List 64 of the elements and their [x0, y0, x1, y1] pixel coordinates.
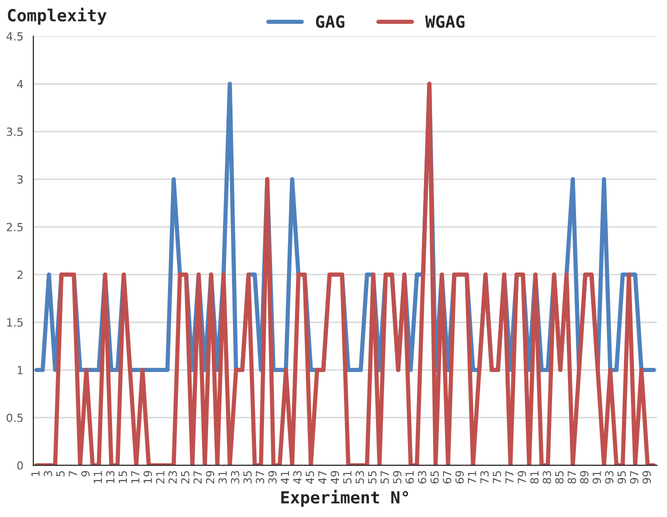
- y-tick-label: 1: [18, 366, 23, 374]
- x-tick-label: 69: [455, 470, 464, 484]
- y-tick-label: 1.5: [7, 318, 23, 327]
- x-tick-label: 87: [568, 471, 576, 484]
- x-tick-label: 89: [580, 470, 588, 484]
- x-tick-label: 91: [592, 471, 601, 484]
- x-tick-label: 99: [642, 470, 651, 484]
- x-tick-label: 7: [68, 471, 77, 476]
- y-tick-label: 2: [17, 270, 23, 279]
- x-tick-label: 19: [144, 470, 152, 484]
- y-tick-label: 0: [17, 461, 23, 470]
- x-tick-label: 27: [193, 471, 202, 484]
- y-tick-label: 0.5: [6, 414, 23, 422]
- x-tick-label: 55: [368, 471, 376, 484]
- y-tick-label: 4: [17, 80, 24, 88]
- x-tick-label: 33: [230, 471, 240, 484]
- x-tick-label: 65: [430, 471, 439, 484]
- x-tick-label: 39: [268, 470, 277, 484]
- y-tick-label: 4.5: [6, 32, 23, 41]
- x-tick-label: 73: [480, 471, 489, 484]
- x-tick-label: 3: [44, 471, 52, 476]
- x-tick-label: 93: [605, 471, 614, 484]
- x-tick-label: 25: [180, 471, 190, 484]
- x-tick-label: 83: [542, 471, 552, 484]
- x-tick-label: 71: [468, 471, 476, 484]
- x-tick-label: 17: [131, 471, 140, 484]
- y-tick-label: 2.5: [6, 222, 23, 232]
- x-tick-label: 75: [492, 471, 502, 484]
- x-tick-label: 45: [306, 471, 314, 484]
- x-tick-label: 67: [442, 471, 452, 484]
- x-tick-label: 5: [56, 471, 65, 476]
- x-tick-label: 13: [106, 471, 115, 484]
- x-tick-label: 37: [256, 471, 264, 484]
- x-axis-title: Experiment N°: [281, 490, 408, 507]
- x-tick-label: 21: [156, 471, 164, 484]
- x-tick-label: 35: [243, 471, 252, 484]
- x-tick-label: 31: [218, 471, 227, 484]
- x-tick-label: 15: [118, 471, 127, 484]
- y-tick-label: 3.5: [6, 128, 23, 136]
- x-tick-label: 81: [530, 471, 539, 484]
- legend-label: WGAG: [425, 15, 464, 28]
- chart-title: Complexity: [8, 8, 107, 25]
- y-tick-label: 3: [17, 175, 23, 184]
- x-tick-label: 51: [343, 471, 352, 484]
- x-tick-label: 63: [418, 471, 426, 484]
- x-tick-label: 11: [94, 471, 102, 484]
- x-tick-label: 59: [393, 470, 402, 484]
- x-tick-label: 53: [356, 471, 364, 484]
- x-tick-label: 61: [405, 471, 414, 484]
- legend-label: GAG: [316, 15, 344, 28]
- x-tick-label: 77: [505, 471, 514, 484]
- x-tick-label: 23: [168, 471, 177, 484]
- x-tick-label: 97: [630, 471, 638, 484]
- x-tick-label: 47: [318, 471, 326, 484]
- x-tick-label: 1: [31, 471, 40, 476]
- x-tick-label: 43: [293, 471, 302, 484]
- x-tick-label: 9: [81, 470, 90, 477]
- x-tick-label: 95: [618, 471, 626, 484]
- x-tick-label: 41: [280, 471, 289, 484]
- x-tick-label: 57: [380, 471, 389, 484]
- x-tick-label: 85: [555, 471, 564, 484]
- x-tick-label: 79: [518, 470, 526, 484]
- x-tick-label: 49: [330, 470, 340, 484]
- x-tick-label: 29: [206, 470, 214, 484]
